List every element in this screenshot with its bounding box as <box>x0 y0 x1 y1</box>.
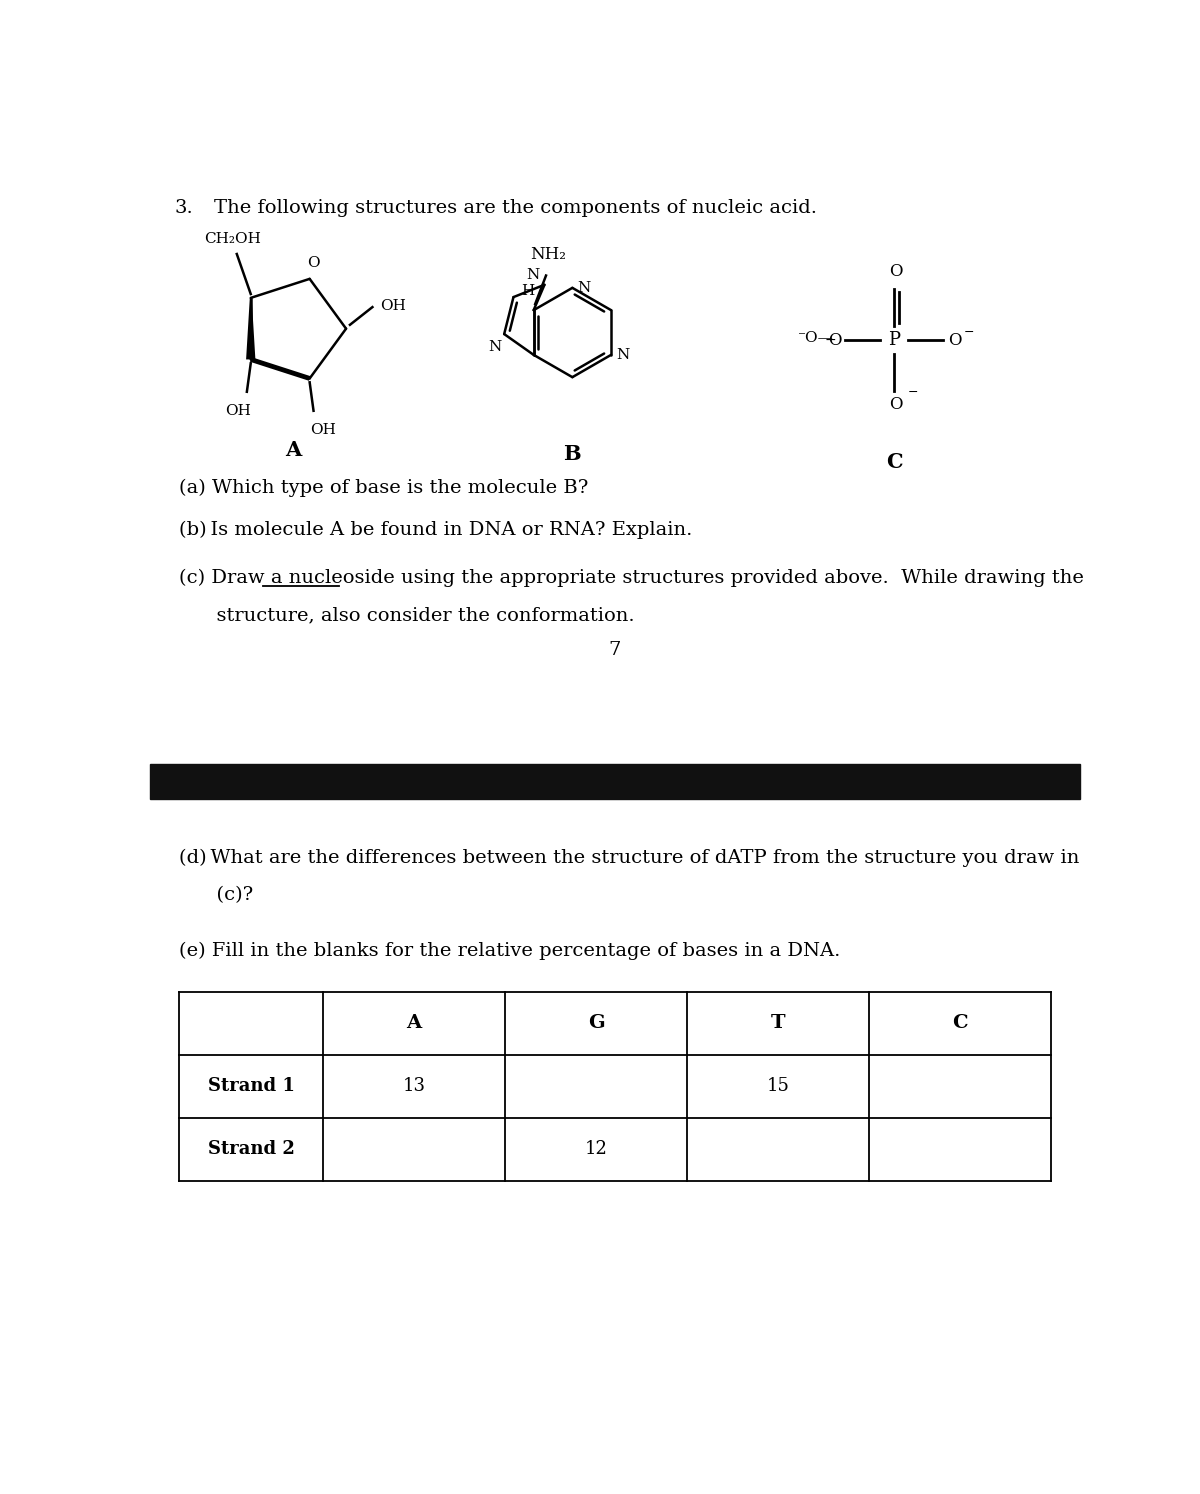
Text: O: O <box>889 263 902 281</box>
Bar <box>150 765 1080 799</box>
Text: ⁻O—: ⁻O— <box>798 330 834 345</box>
Text: (d) What are the differences between the structure of dATP from the structure yo: (d) What are the differences between the… <box>180 849 1080 868</box>
Text: NH₂: NH₂ <box>529 247 565 263</box>
Text: 7: 7 <box>608 641 622 659</box>
Polygon shape <box>246 297 256 360</box>
Text: T: T <box>770 1014 786 1032</box>
Text: A: A <box>407 1014 421 1032</box>
Text: 13: 13 <box>402 1077 425 1095</box>
Text: (c)?: (c)? <box>180 886 253 904</box>
Text: (b) Is molecule A be found in DNA or RNA? Explain.: (b) Is molecule A be found in DNA or RNA… <box>180 521 692 539</box>
Text: O: O <box>307 255 320 269</box>
Text: Strand 1: Strand 1 <box>208 1077 294 1095</box>
Text: N: N <box>488 341 502 354</box>
Text: CH₂OH: CH₂OH <box>204 232 262 245</box>
Text: A: A <box>286 441 301 460</box>
Text: B: B <box>564 444 581 465</box>
Text: (a) Which type of base is the molecule B?: (a) Which type of base is the molecule B… <box>180 478 589 498</box>
Text: O: O <box>889 396 902 412</box>
Text: OH: OH <box>380 299 406 312</box>
Text: −: − <box>826 333 836 347</box>
Text: H: H <box>521 284 534 297</box>
Text: G: G <box>588 1014 605 1032</box>
Text: P: P <box>888 332 900 350</box>
Text: (e) Fill in the blanks for the relative percentage of bases in a DNA.: (e) Fill in the blanks for the relative … <box>180 941 841 959</box>
Text: N: N <box>527 267 540 282</box>
Text: 12: 12 <box>584 1140 607 1158</box>
Text: N: N <box>577 281 590 294</box>
Text: structure, also consider the conformation.: structure, also consider the conformatio… <box>180 607 635 624</box>
Text: N: N <box>616 348 629 362</box>
Text: (c) Draw a nucleoside using the appropriate structures provided above.  While dr: (c) Draw a nucleoside using the appropri… <box>180 569 1085 587</box>
Text: Strand 2: Strand 2 <box>208 1140 294 1158</box>
Text: −: − <box>964 326 974 339</box>
Text: The following structures are the components of nucleic acid.: The following structures are the compone… <box>214 199 816 217</box>
Text: 15: 15 <box>767 1077 790 1095</box>
Text: −: − <box>908 385 918 399</box>
Text: C: C <box>952 1014 967 1032</box>
Text: OH: OH <box>224 403 251 418</box>
Text: O: O <box>828 332 841 348</box>
Text: OH: OH <box>310 423 336 438</box>
Text: C: C <box>886 451 902 472</box>
Text: 3.: 3. <box>175 199 193 217</box>
Text: O: O <box>948 332 961 348</box>
